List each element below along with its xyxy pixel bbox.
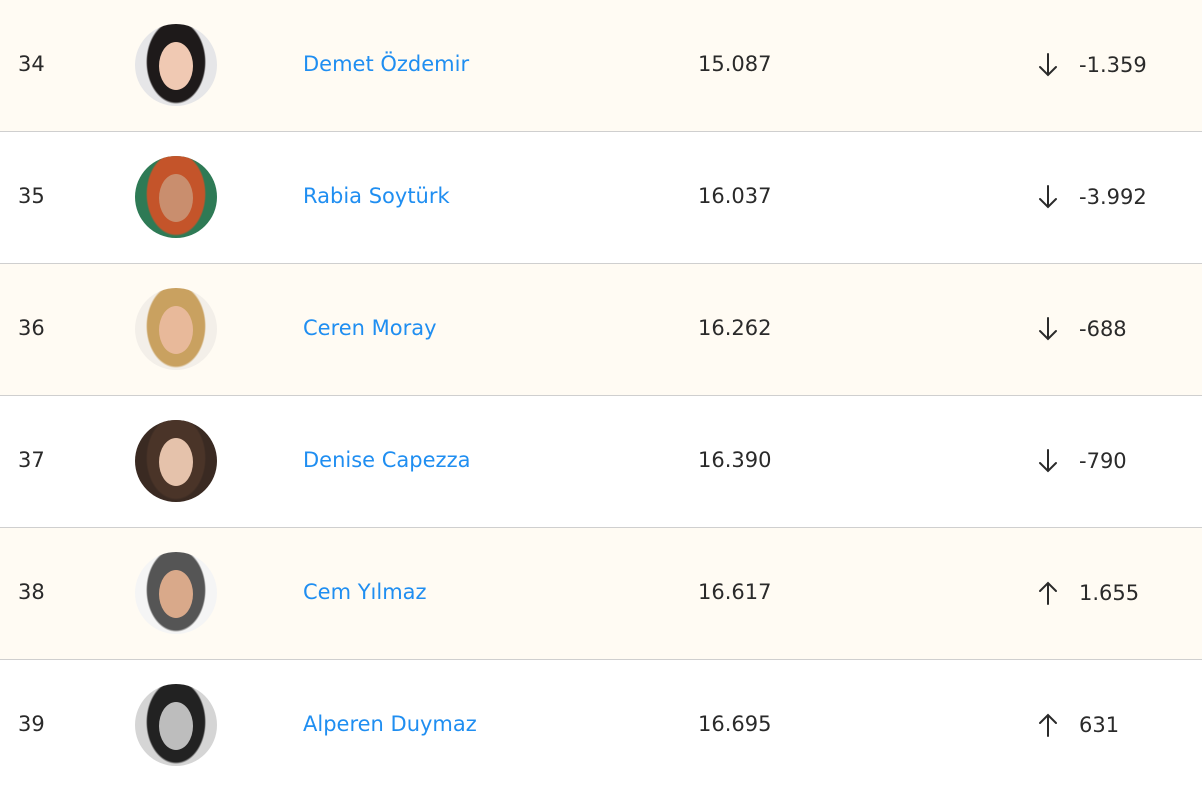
avatar[interactable]: [135, 684, 217, 766]
table-row: 35 Rabia Soytürk 16.037 -3.992: [0, 132, 1202, 264]
rank: 36: [18, 316, 45, 340]
arrow-down-icon: [1039, 449, 1057, 473]
score: 16.262: [698, 316, 772, 340]
table-row: 36 Ceren Moray 16.262 -688: [0, 264, 1202, 396]
arrow-down-icon: [1039, 185, 1057, 209]
rank: 34: [18, 52, 45, 76]
score: 16.390: [698, 448, 772, 472]
arrow-down-icon: [1039, 53, 1057, 77]
person-name-link[interactable]: Alperen Duymaz: [303, 712, 477, 736]
avatar[interactable]: [135, 420, 217, 502]
avatar[interactable]: [135, 288, 217, 370]
rank: 39: [18, 712, 45, 736]
arrow-down-icon: [1039, 317, 1057, 341]
person-name-link[interactable]: Cem Yılmaz: [303, 580, 427, 604]
table-row: 39 Alperen Duymaz 16.695 631: [0, 660, 1202, 791]
score: 16.617: [698, 580, 772, 604]
table-row: 34 Demet Özdemir 15.087 -1.359: [0, 0, 1202, 132]
rank-change: -688: [1079, 317, 1127, 341]
score: 15.087: [698, 52, 772, 76]
table-row: 38 Cem Yılmaz 16.617 1.655: [0, 528, 1202, 660]
person-name-link[interactable]: Demet Özdemir: [303, 52, 470, 76]
rank-change: 1.655: [1079, 581, 1140, 605]
rank-change: -790: [1079, 449, 1127, 473]
avatar[interactable]: [135, 552, 217, 634]
score: 16.695: [698, 712, 772, 736]
avatar[interactable]: [135, 24, 217, 106]
avatar[interactable]: [135, 156, 217, 238]
person-name-link[interactable]: Denise Capezza: [303, 448, 471, 472]
rank-change: 631: [1079, 713, 1120, 737]
score: 16.037: [698, 184, 772, 208]
rank-change: -1.359: [1079, 53, 1147, 77]
person-name-link[interactable]: Ceren Moray: [303, 316, 437, 340]
rank: 35: [18, 184, 45, 208]
arrow-up-icon: [1039, 713, 1057, 737]
arrow-up-icon: [1039, 581, 1057, 605]
person-name-link[interactable]: Rabia Soytürk: [303, 184, 450, 208]
rank-change: -3.992: [1079, 185, 1147, 209]
rank: 37: [18, 448, 45, 472]
table-row: 37 Denise Capezza 16.390 -790: [0, 396, 1202, 528]
rank: 38: [18, 580, 45, 604]
